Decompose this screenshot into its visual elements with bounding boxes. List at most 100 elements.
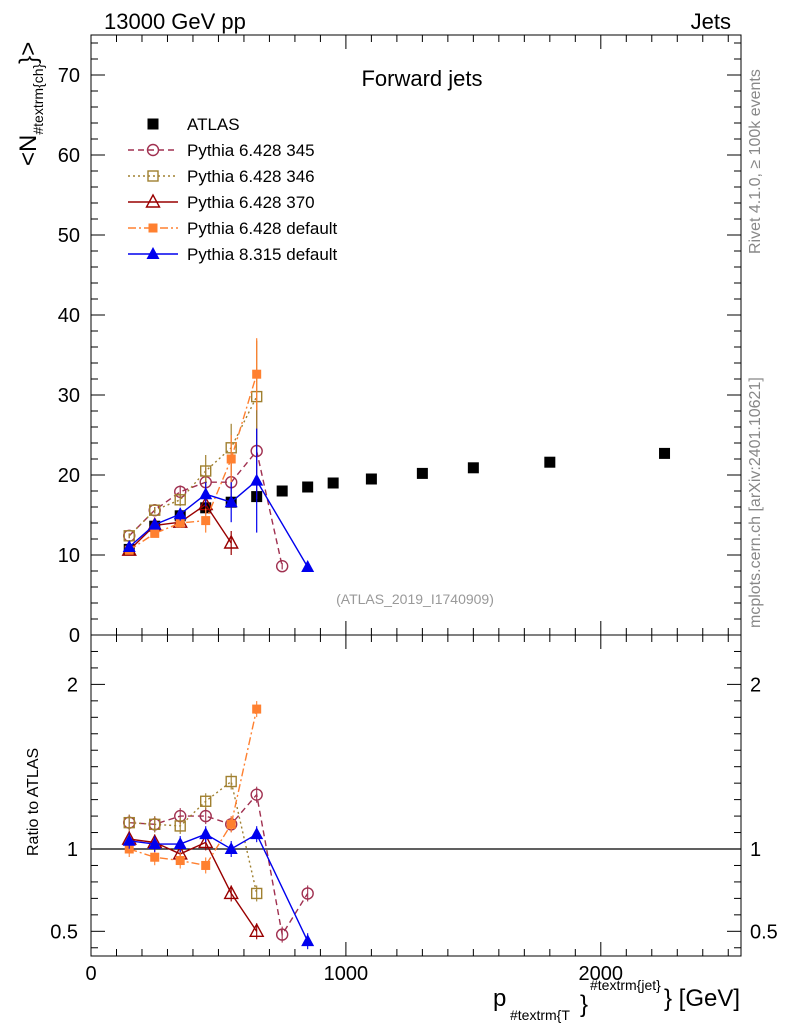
legend: ATLAS Pythia 6.428 345 Pythia 6.428 346 Pyt… (128, 115, 338, 264)
series-1-point (275, 560, 289, 573)
x-tick-label: 1000 (324, 963, 369, 985)
legend-item: Pythia 6.428 default (128, 219, 338, 238)
series-4-point (175, 518, 185, 528)
series-2-ratio-point (123, 816, 135, 829)
series-3-ratio-point (198, 833, 214, 849)
series-4-line (128, 373, 258, 551)
series-0-point (365, 473, 377, 485)
series-5-ratio-line (129, 833, 309, 942)
series-0-point (467, 462, 479, 474)
y-tick-label: 30 (58, 385, 80, 407)
legend-marker (146, 143, 160, 157)
mcplots-label: mcplots.cern.ch [arXiv:2401.10621] (747, 377, 764, 628)
main-axes: 0 10 20 30 40 50 60 70 (58, 35, 741, 647)
ratio-series (121, 701, 315, 950)
main-series (121, 338, 671, 573)
svg-text:<N#textrm{ch}}>: <N#textrm{ch}}> (15, 42, 46, 166)
series-4-point (150, 528, 160, 538)
ratio-y-tick-label: 2 (750, 674, 761, 696)
series-3-ratio-point (249, 922, 265, 938)
ratio-frame (90, 634, 742, 957)
legend-label: Pythia 6.428 345 (187, 141, 315, 160)
series-3-ratio-line (129, 838, 258, 932)
series-4-point (252, 369, 262, 379)
legend-item: Pythia 6.428 370 (128, 193, 315, 212)
legend-label: Pythia 6.428 default (187, 219, 338, 238)
series-4-ratio-point (124, 844, 134, 854)
y-axis-label-open: <N (15, 135, 42, 166)
ratio-y-tick-label: 1 (750, 839, 761, 861)
legend-marker (146, 247, 160, 259)
series-1-ratio-point (301, 887, 314, 900)
y-tick-label: 70 (58, 65, 80, 87)
series-2-ratio-line (129, 780, 258, 894)
x-axis-label-base: p (493, 985, 506, 1012)
legend-label: ATLAS (187, 115, 240, 134)
legend-item: Pythia 6.428 346 (128, 167, 315, 186)
chart-title: Forward jets (361, 66, 482, 91)
series-4-ratio-point (150, 852, 160, 862)
series-0-point (276, 485, 288, 497)
series-2-ratio-point (200, 795, 212, 807)
x-axis-label-bracket: } (580, 991, 588, 1018)
ratio-y-tick-label: 2 (67, 674, 78, 696)
rivet-label: Rivet 4.1.0, ≥ 100k events (747, 69, 764, 254)
svg-text:}: } (580, 991, 588, 1018)
series-4-ratio-point (252, 704, 262, 714)
series-2-point (174, 494, 186, 506)
series-5-ratio-point (301, 934, 315, 947)
series-1-ratio-point (250, 788, 263, 801)
legend-label: Pythia 6.428 370 (187, 193, 315, 212)
y-tick-label: 0 (69, 625, 80, 647)
x-axis-label-tail: } [GeV] (664, 985, 740, 1012)
svg-text:p: p (493, 985, 506, 1012)
series-1-ratio-point (199, 809, 212, 823)
series-5-point (199, 487, 213, 500)
svg-text:#textrm{jet}: #textrm{jet} (590, 977, 661, 993)
header-right: Jets (691, 9, 731, 34)
series-5-point (250, 473, 264, 486)
header-left: 13000 GeV pp (104, 9, 246, 34)
y-tick-label: 60 (58, 145, 80, 167)
series-5-point (173, 507, 187, 520)
y-axis-label-close: }> (15, 42, 42, 64)
series-5-ratio-point (148, 837, 162, 850)
y-tick-label: 20 (58, 465, 80, 487)
series-4-ratio-point (175, 856, 185, 866)
watermark: (ATLAS_2019_I1740909) (336, 591, 494, 607)
series-4-ratio-point (226, 819, 236, 829)
ratio-y-tick-label: 0.5 (50, 921, 78, 943)
legend-marker (148, 223, 158, 233)
series-0-point (416, 467, 428, 479)
ratio-axes: 0 1000 2000 0.5 0.5 1 1 2 2 (50, 635, 778, 985)
legend-item: Pythia 8.315 default (128, 245, 338, 264)
series-5-point (301, 560, 315, 572)
legend-marker (147, 118, 159, 130)
legend-label: Pythia 8.315 default (187, 245, 338, 264)
legend-item: ATLAS (147, 115, 240, 134)
series-4-point (201, 516, 211, 526)
series-4-point (226, 454, 236, 464)
y-axis-label-sub: #textrm{ch} (30, 64, 46, 135)
y-tick-label: 10 (58, 545, 80, 567)
series-5-ratio-point (122, 833, 136, 846)
legend-marker (145, 193, 161, 208)
series-1-ratio-line (129, 793, 309, 937)
y-tick-label: 40 (58, 305, 80, 327)
series-2-point (200, 465, 212, 477)
series-2-ratio-point (250, 887, 263, 900)
series-5-ratio-point (250, 827, 264, 840)
series-2-line (128, 396, 258, 537)
legend-item: Pythia 6.428 345 (128, 141, 315, 160)
ratio-y-label: Ratio to ATLAS (25, 748, 42, 856)
series-3-ratio-point (223, 884, 239, 900)
series-2-point (149, 504, 161, 516)
ratio-y-tick-label: 0.5 (750, 921, 778, 943)
series-5-point (122, 540, 136, 552)
series-5-ratio-point (173, 837, 187, 850)
svg-text:} [GeV]: } [GeV] (664, 985, 740, 1012)
series-1-ratio-point (275, 928, 289, 941)
x-axis-label-sub: #textrm{T (510, 1007, 570, 1023)
series-3-point (223, 534, 239, 549)
